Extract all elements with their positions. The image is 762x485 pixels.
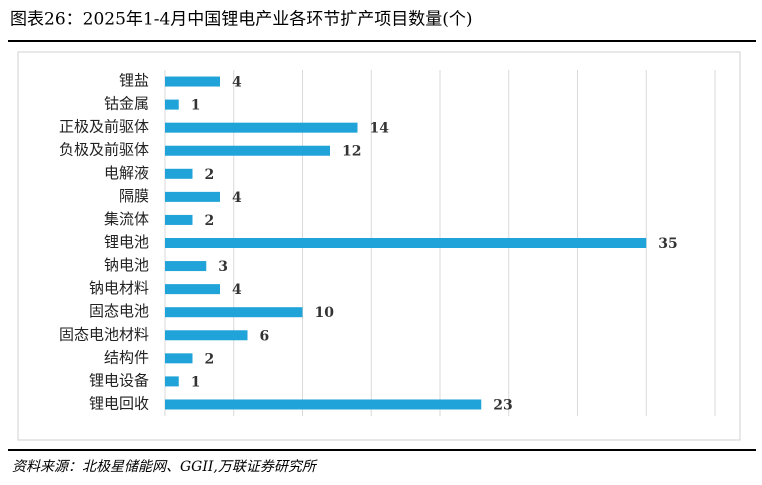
bar <box>165 238 647 248</box>
y-tick-label: 锂电设备 <box>89 371 149 389</box>
bar <box>165 284 220 295</box>
value-label: 14 <box>370 121 390 137</box>
y-tick-label: 电解液 <box>104 164 149 182</box>
value-label: 23 <box>493 397 512 413</box>
bar <box>165 399 482 410</box>
bar <box>165 99 179 110</box>
y-tick-label: 锂电池 <box>104 233 149 251</box>
chart-title: 图表26：2025年1-4月中国锂电产业各环节扩产项目数量(个) <box>10 10 473 30</box>
value-label: 3 <box>218 259 228 275</box>
value-label: 12 <box>342 144 361 160</box>
y-tick-label: 固态电池 <box>89 302 149 320</box>
value-label: 2 <box>205 351 215 367</box>
value-label: 1 <box>191 98 201 114</box>
bar <box>165 191 220 202</box>
value-label: 1 <box>191 374 201 390</box>
y-tick-label: 钠电材料 <box>89 279 149 297</box>
y-tick-label: 钠电池 <box>104 256 149 274</box>
y-tick-label: 隔膜 <box>119 187 149 205</box>
value-label: 6 <box>260 328 270 344</box>
y-tick-label: 钴金属 <box>104 95 149 113</box>
y-tick-label: 锂电回收 <box>89 394 149 412</box>
value-label: 4 <box>232 75 242 91</box>
bar <box>165 214 193 225</box>
bar <box>165 261 207 272</box>
plot-frame <box>17 51 741 441</box>
y-tick-label: 正极及前驱体 <box>59 118 149 136</box>
bar <box>165 76 220 87</box>
bar <box>165 330 248 341</box>
value-label: 10 <box>315 305 335 321</box>
bar <box>165 145 330 156</box>
bar <box>165 353 193 364</box>
y-tick-label: 负极及前驱体 <box>59 141 149 159</box>
bar <box>165 168 193 179</box>
y-tick-label: 固态电池材料 <box>59 325 149 343</box>
source: 资料来源：北极星储能网、GGII,万联证券研究所 <box>12 459 318 475</box>
y-tick-label: 锂盐 <box>119 72 149 90</box>
value-label: 2 <box>205 167 215 183</box>
value-label: 4 <box>232 282 242 298</box>
y-tick-label: 结构件 <box>104 348 149 366</box>
bar <box>165 307 303 318</box>
bar <box>165 376 179 387</box>
value-label: 2 <box>205 213 215 229</box>
value-label: 35 <box>658 236 677 252</box>
value-label: 4 <box>232 190 242 206</box>
y-tick-label: 集流体 <box>104 210 149 228</box>
bar <box>165 122 358 133</box>
